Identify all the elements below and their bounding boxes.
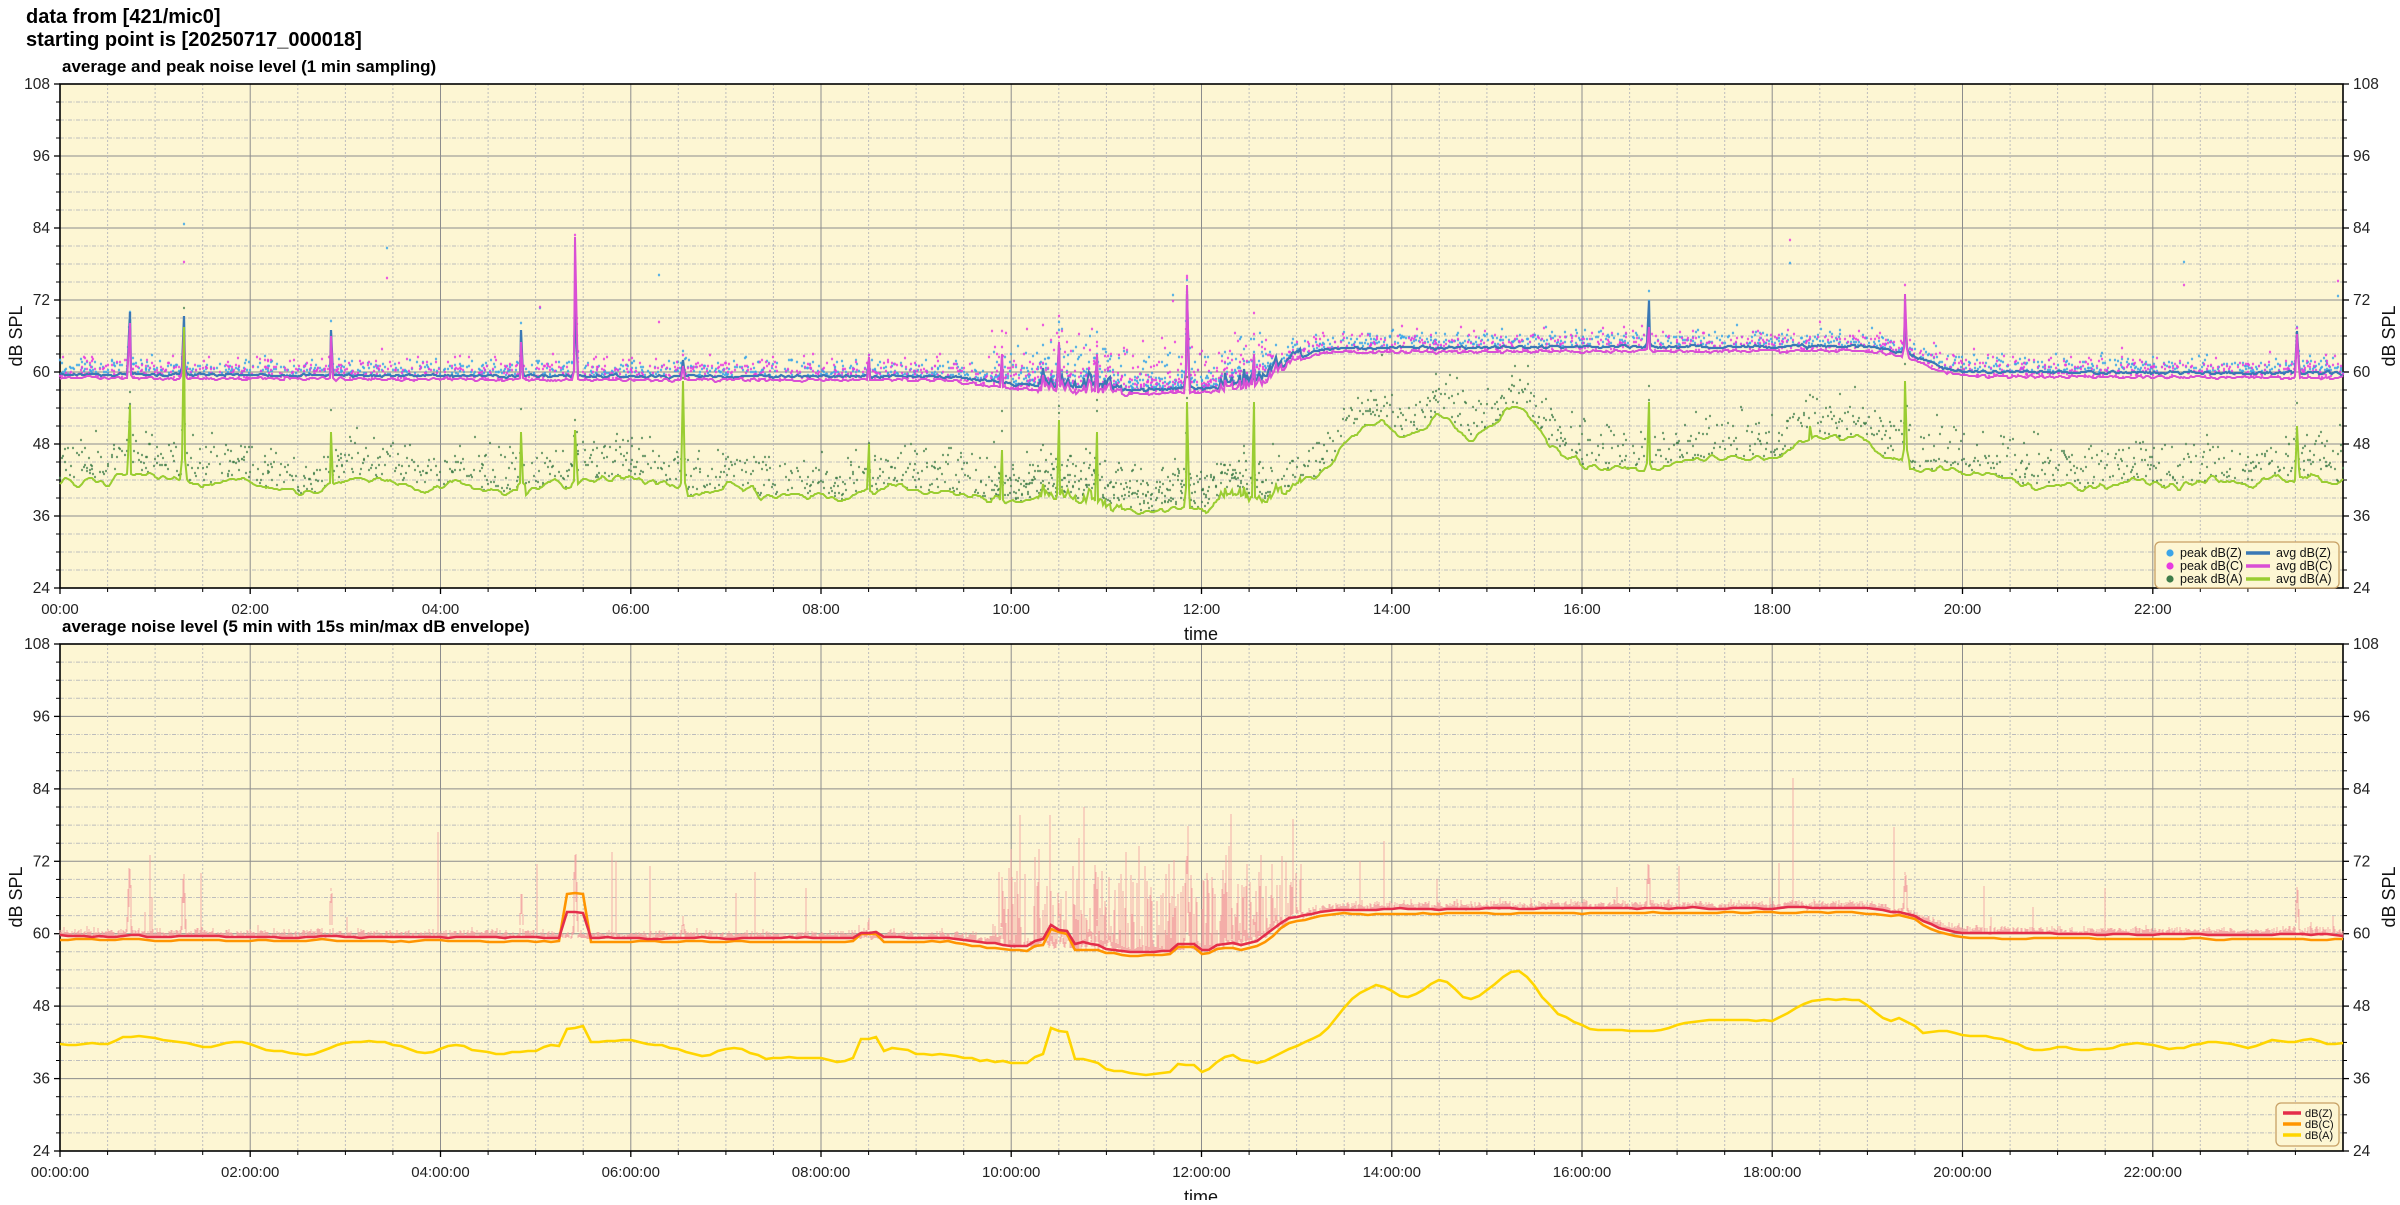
svg-text:60: 60 [33, 364, 51, 381]
svg-text:20:00:00: 20:00:00 [1933, 1164, 1991, 1181]
svg-text:48: 48 [2353, 998, 2370, 1015]
svg-text:48: 48 [2353, 436, 2370, 453]
svg-text:24: 24 [33, 580, 51, 597]
svg-text:18:00: 18:00 [1753, 601, 1791, 618]
svg-text:average noise level (5 min wit: average noise level (5 min with 15s min/… [62, 617, 530, 636]
svg-text:avg dB(A): avg dB(A) [2276, 572, 2332, 586]
svg-text:data from [421/mic0]: data from [421/mic0] [26, 6, 221, 28]
svg-text:72: 72 [33, 853, 50, 870]
svg-text:12:00:00: 12:00:00 [1172, 1164, 1230, 1181]
svg-text:72: 72 [2353, 292, 2370, 309]
svg-text:peak dB(C): peak dB(C) [2180, 559, 2243, 573]
svg-text:96: 96 [33, 148, 50, 165]
svg-text:04:00: 04:00 [422, 601, 460, 618]
svg-text:60: 60 [2353, 364, 2371, 381]
svg-text:108: 108 [24, 636, 50, 653]
svg-text:00:00: 00:00 [41, 601, 79, 618]
svg-text:36: 36 [2353, 508, 2370, 525]
svg-text:84: 84 [33, 220, 51, 237]
svg-text:avg dB(Z): avg dB(Z) [2276, 546, 2331, 560]
svg-text:48: 48 [33, 436, 50, 453]
svg-text:22:00:00: 22:00:00 [2124, 1164, 2182, 1181]
svg-text:dB SPL: dB SPL [2379, 866, 2399, 927]
svg-text:04:00:00: 04:00:00 [411, 1164, 469, 1181]
svg-text:10:00:00: 10:00:00 [982, 1164, 1040, 1181]
svg-text:108: 108 [24, 76, 50, 93]
svg-text:00:00:00: 00:00:00 [31, 1164, 89, 1181]
svg-text:02:00: 02:00 [231, 601, 269, 618]
svg-text:dB SPL: dB SPL [6, 866, 26, 927]
svg-text:20:00: 20:00 [1944, 601, 1982, 618]
svg-text:14:00: 14:00 [1373, 601, 1411, 618]
svg-text:108: 108 [2353, 636, 2379, 653]
svg-text:72: 72 [2353, 853, 2370, 870]
svg-text:84: 84 [2353, 781, 2371, 798]
svg-text:peak dB(A): peak dB(A) [2180, 572, 2243, 586]
svg-text:08:00:00: 08:00:00 [792, 1164, 850, 1181]
svg-text:starting point is [20250717_00: starting point is [20250717_000018] [26, 29, 362, 51]
svg-text:avg dB(C): avg dB(C) [2276, 559, 2332, 573]
svg-text:dB(A): dB(A) [2305, 1130, 2333, 1142]
svg-text:36: 36 [2353, 1071, 2370, 1088]
svg-text:24: 24 [2353, 580, 2371, 597]
svg-text:16:00:00: 16:00:00 [1553, 1164, 1611, 1181]
svg-text:10:00: 10:00 [992, 601, 1030, 618]
svg-text:dB SPL: dB SPL [6, 305, 26, 366]
svg-text:dB SPL: dB SPL [2379, 305, 2399, 366]
svg-text:84: 84 [2353, 220, 2371, 237]
svg-text:24: 24 [2353, 1143, 2371, 1160]
svg-text:18:00:00: 18:00:00 [1743, 1164, 1801, 1181]
svg-text:time: time [1184, 1187, 1218, 1200]
svg-text:08:00: 08:00 [802, 601, 840, 618]
svg-text:12:00: 12:00 [1183, 601, 1221, 618]
svg-text:96: 96 [2353, 708, 2370, 725]
svg-text:108: 108 [2353, 76, 2379, 93]
svg-text:time: time [1184, 624, 1218, 644]
svg-text:16:00: 16:00 [1563, 601, 1601, 618]
svg-text:84: 84 [33, 781, 51, 798]
svg-text:36: 36 [33, 1071, 50, 1088]
svg-text:72: 72 [33, 292, 50, 309]
svg-text:48: 48 [33, 998, 50, 1015]
svg-text:96: 96 [33, 708, 50, 725]
svg-text:average and peak noise level (: average and peak noise level (1 min samp… [62, 57, 436, 76]
svg-text:peak dB(Z): peak dB(Z) [2180, 546, 2242, 560]
svg-text:96: 96 [2353, 148, 2370, 165]
svg-text:60: 60 [33, 926, 51, 943]
svg-text:60: 60 [2353, 926, 2371, 943]
svg-text:02:00:00: 02:00:00 [221, 1164, 279, 1181]
svg-text:06:00:00: 06:00:00 [602, 1164, 660, 1181]
svg-text:14:00:00: 14:00:00 [1363, 1164, 1421, 1181]
svg-text:06:00: 06:00 [612, 601, 650, 618]
svg-text:24: 24 [33, 1143, 51, 1160]
svg-text:22:00: 22:00 [2134, 601, 2172, 618]
svg-text:36: 36 [33, 508, 50, 525]
